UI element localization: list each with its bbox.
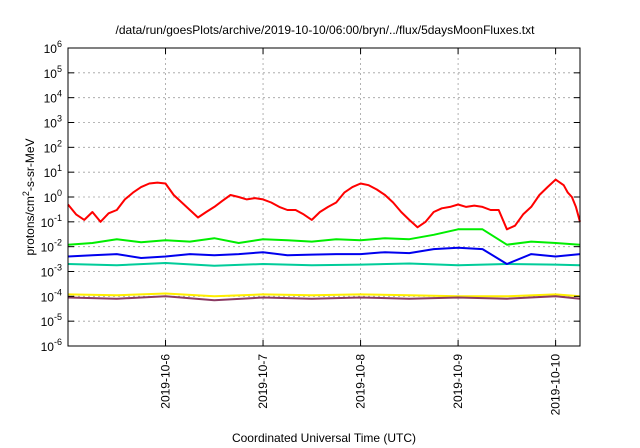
y-tick-exponent: 3: [57, 114, 62, 124]
y-tick-exponent: 5: [57, 64, 62, 74]
series-line: [67, 295, 581, 302]
series-line: [67, 292, 581, 298]
y-tick-base: 10: [41, 290, 55, 304]
y-tick-base: 10: [41, 315, 55, 329]
y-tick-base: 10: [44, 141, 58, 155]
y-ticks: 10-610-510-410-310-210-11001011021031041…: [41, 39, 580, 354]
y-axis-label-suffix: -s-sr-MeV: [23, 138, 37, 191]
y-tick-base: 10: [41, 241, 55, 255]
y-tick-base: 10: [44, 67, 58, 81]
y-tick-base: 10: [41, 266, 55, 280]
y-tick-label: 10-3: [41, 263, 62, 280]
x-tick-label: 2019-10-6: [159, 354, 173, 409]
x-tick-label: 2019-10-8: [354, 354, 368, 409]
y-tick-exponent: -1: [54, 213, 62, 223]
y-tick-label: 106: [44, 39, 62, 56]
series-line: [67, 246, 581, 265]
y-axis-label-exponent: 2: [21, 191, 31, 196]
x-tick-label: 2019-10-9: [451, 354, 465, 409]
y-tick-base: 10: [41, 216, 55, 230]
y-tick-label: 10-5: [41, 312, 62, 329]
x-tick-label: 2019-10-7: [256, 354, 270, 409]
y-tick-label: 10-4: [41, 287, 62, 304]
y-tick-base: 10: [44, 42, 58, 56]
y-tick-label: 10-6: [41, 337, 62, 354]
y-tick-label: 101: [44, 163, 62, 180]
grid: [68, 48, 580, 346]
y-tick-exponent: -4: [54, 287, 62, 297]
y-tick-label: 10-1: [41, 213, 62, 230]
y-tick-base: 10: [44, 191, 58, 205]
y-tick-label: 105: [44, 64, 62, 81]
y-tick-label: 102: [44, 138, 62, 155]
x-axis-label: Coordinated Universal Time (UTC): [232, 431, 416, 445]
y-tick-exponent: 4: [57, 89, 62, 99]
y-tick-label: 10-2: [41, 238, 62, 255]
series-line: [67, 178, 581, 231]
y-tick-base: 10: [44, 117, 58, 131]
y-axis-label-prefix: protons/cm: [23, 196, 37, 255]
y-tick-base: 10: [44, 166, 58, 180]
y-tick-base: 10: [41, 340, 55, 354]
chart-title: /data/run/goesPlots/archive/2019-10-10/0…: [116, 23, 536, 37]
y-tick-exponent: -5: [54, 312, 62, 322]
x-ticks: 2019-10-6 2019-10-7 2019-10-8 2019-10-9 2019…: [159, 48, 563, 415]
y-tick-label: 104: [44, 89, 62, 106]
y-tick-exponent: 2: [57, 138, 62, 148]
y-tick-exponent: 0: [57, 188, 62, 198]
y-tick-exponent: 6: [57, 39, 62, 49]
y-tick-exponent: 1: [57, 163, 62, 173]
y-tick-exponent: -2: [54, 238, 62, 248]
y-axis-label: protons/cm2-s-sr-MeV: [21, 138, 37, 255]
x-tick-label: 2019-10-10: [549, 354, 563, 416]
y-tick-label: 100: [44, 188, 62, 205]
y-tick-exponent: -3: [54, 263, 62, 273]
y-tick-base: 10: [44, 92, 58, 106]
series-line: [67, 228, 581, 246]
series-line: [67, 262, 581, 267]
y-tick-exponent: -6: [54, 337, 62, 347]
y-tick-label: 103: [44, 114, 62, 131]
series-group: [67, 178, 581, 302]
